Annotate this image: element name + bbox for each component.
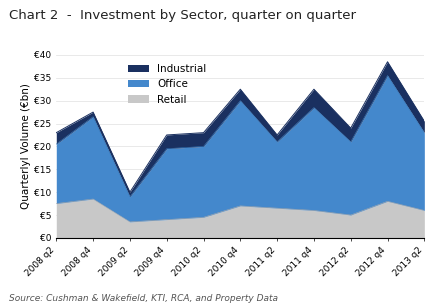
Y-axis label: Quarterlyl Volume (€bn): Quarterlyl Volume (€bn): [21, 84, 32, 209]
Text: Chart 2  -  Investment by Sector, quarter on quarter: Chart 2 - Investment by Sector, quarter …: [9, 9, 355, 22]
Text: Source: Cushman & Wakefield, KTI, RCA, and Property Data: Source: Cushman & Wakefield, KTI, RCA, a…: [9, 294, 278, 303]
Legend: Industrial, Office, Retail: Industrial, Office, Retail: [124, 60, 211, 109]
